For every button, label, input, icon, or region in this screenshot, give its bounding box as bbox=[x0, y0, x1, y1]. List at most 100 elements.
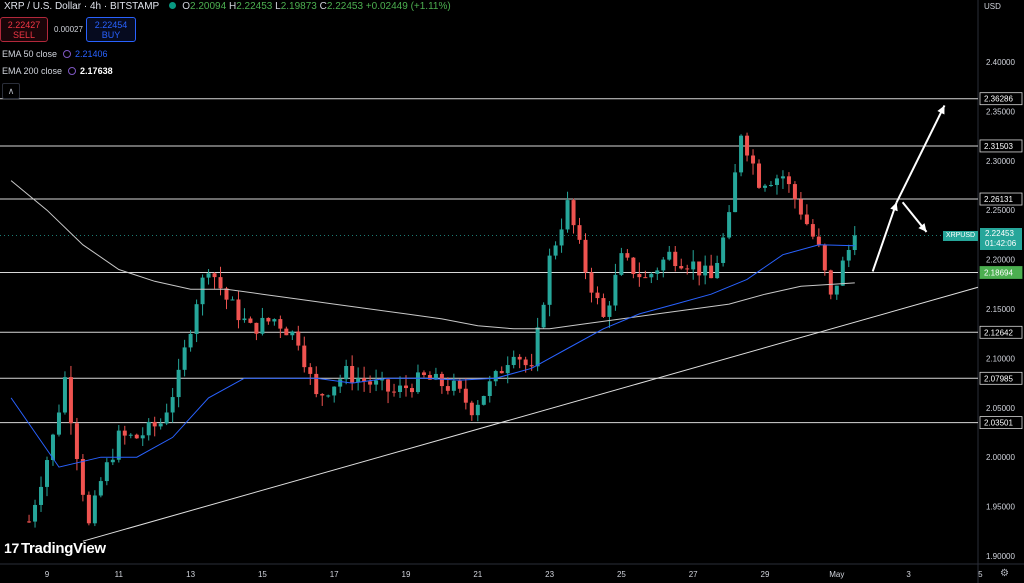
candle-body[interactable] bbox=[146, 421, 151, 436]
candle-body[interactable] bbox=[236, 299, 241, 321]
candle-body[interactable] bbox=[104, 462, 109, 482]
candle-body[interactable] bbox=[852, 235, 857, 251]
candle-body[interactable] bbox=[421, 372, 426, 376]
candle-body[interactable] bbox=[529, 365, 534, 367]
candle-body[interactable] bbox=[164, 412, 169, 424]
candle-body[interactable] bbox=[613, 274, 618, 306]
candle-body[interactable] bbox=[751, 155, 756, 164]
candle-body[interactable] bbox=[68, 377, 73, 424]
buy-button[interactable]: 2.22454 BUY bbox=[86, 17, 136, 42]
candle-body[interactable] bbox=[457, 380, 462, 389]
candle-body[interactable] bbox=[188, 333, 193, 348]
candle-body[interactable] bbox=[475, 404, 480, 416]
candle-body[interactable] bbox=[487, 381, 492, 396]
candle-body[interactable] bbox=[302, 345, 307, 368]
candle-body[interactable] bbox=[792, 184, 797, 200]
candle-body[interactable] bbox=[828, 270, 833, 295]
candle-body[interactable] bbox=[439, 373, 444, 387]
candle-body[interactable] bbox=[733, 172, 738, 213]
candle-body[interactable] bbox=[715, 262, 720, 279]
candle-body[interactable] bbox=[158, 423, 163, 427]
candle-body[interactable] bbox=[499, 371, 504, 374]
candle-body[interactable] bbox=[284, 328, 289, 336]
candle-body[interactable] bbox=[260, 317, 265, 334]
candle-body[interactable] bbox=[655, 270, 660, 274]
candle-body[interactable] bbox=[224, 288, 229, 300]
candle-body[interactable] bbox=[386, 379, 391, 392]
candle-body[interactable] bbox=[673, 251, 678, 267]
candle-body[interactable] bbox=[116, 430, 121, 460]
candle-body[interactable] bbox=[607, 305, 612, 317]
candle-body[interactable] bbox=[212, 273, 217, 278]
candle-body[interactable] bbox=[463, 388, 468, 403]
candle-body[interactable] bbox=[33, 504, 38, 522]
candle-body[interactable] bbox=[398, 385, 403, 393]
candle-body[interactable] bbox=[380, 379, 385, 381]
candle-body[interactable] bbox=[200, 277, 205, 305]
candle-body[interactable] bbox=[445, 386, 450, 391]
candle-body[interactable] bbox=[739, 135, 744, 173]
candle-body[interactable] bbox=[846, 250, 851, 261]
candle-body[interactable] bbox=[757, 163, 762, 188]
candle-body[interactable] bbox=[679, 266, 684, 269]
symbol-title[interactable]: XRP / U.S. Dollar · 4h · BITSTAMP bbox=[4, 1, 160, 12]
candle-body[interactable] bbox=[86, 494, 91, 524]
candle-body[interactable] bbox=[326, 395, 331, 397]
candle-body[interactable] bbox=[152, 421, 157, 427]
candle-body[interactable] bbox=[559, 229, 564, 246]
candle-body[interactable] bbox=[703, 265, 708, 276]
candle-body[interactable] bbox=[308, 367, 313, 374]
candle-body[interactable] bbox=[248, 318, 253, 323]
candle-body[interactable] bbox=[840, 260, 845, 286]
candle-body[interactable] bbox=[511, 356, 516, 366]
candle-body[interactable] bbox=[170, 397, 175, 413]
candle-body[interactable] bbox=[649, 273, 654, 278]
candle-body[interactable] bbox=[768, 184, 773, 186]
candle-body[interactable] bbox=[356, 378, 361, 383]
candle-body[interactable] bbox=[218, 277, 223, 289]
ema200-settings-icon[interactable] bbox=[68, 67, 77, 75]
candle-body[interactable] bbox=[242, 318, 247, 321]
candle-body[interactable] bbox=[774, 178, 779, 185]
candle-body[interactable] bbox=[290, 331, 295, 336]
candle-body[interactable] bbox=[810, 224, 815, 237]
candle-body[interactable] bbox=[427, 375, 432, 380]
candle-body[interactable] bbox=[50, 434, 55, 461]
candle-body[interactable] bbox=[816, 236, 821, 245]
candle-body[interactable] bbox=[27, 521, 32, 523]
candle-body[interactable] bbox=[822, 244, 827, 271]
candle-body[interactable] bbox=[834, 285, 839, 295]
candle-body[interactable] bbox=[338, 379, 343, 387]
candle-body[interactable] bbox=[272, 319, 277, 322]
candle-body[interactable] bbox=[415, 372, 420, 393]
candle-body[interactable] bbox=[727, 212, 732, 238]
candle-body[interactable] bbox=[110, 459, 115, 463]
candle-body[interactable] bbox=[721, 237, 726, 263]
candle-body[interactable] bbox=[194, 304, 199, 334]
ema50-settings-icon[interactable] bbox=[63, 50, 72, 58]
candle-body[interactable] bbox=[62, 377, 67, 413]
candle-body[interactable] bbox=[804, 214, 809, 225]
ema200-legend[interactable]: EMA 200 close 2.17638 bbox=[2, 66, 113, 76]
candle-body[interactable] bbox=[320, 394, 325, 396]
candle-body[interactable] bbox=[595, 292, 600, 299]
candle-body[interactable] bbox=[176, 369, 181, 398]
candle-body[interactable] bbox=[547, 255, 552, 305]
candle-body[interactable] bbox=[786, 176, 791, 185]
candle-body[interactable] bbox=[481, 395, 486, 405]
projection-arrow-line[interactable] bbox=[895, 105, 946, 203]
candle-body[interactable] bbox=[122, 430, 127, 436]
candle-body[interactable] bbox=[404, 385, 408, 389]
candle-body[interactable] bbox=[433, 373, 438, 380]
candle-body[interactable] bbox=[182, 347, 187, 370]
candle-body[interactable] bbox=[583, 239, 588, 273]
candle-body[interactable] bbox=[631, 257, 636, 275]
candle-body[interactable] bbox=[493, 371, 498, 382]
projection-arrow-line[interactable] bbox=[871, 201, 898, 272]
candle-body[interactable] bbox=[601, 298, 606, 317]
collapse-legend-button[interactable]: ∧ bbox=[2, 83, 20, 99]
candle-body[interactable] bbox=[140, 435, 145, 439]
candle-body[interactable] bbox=[798, 199, 803, 215]
candle-body[interactable] bbox=[392, 391, 397, 393]
